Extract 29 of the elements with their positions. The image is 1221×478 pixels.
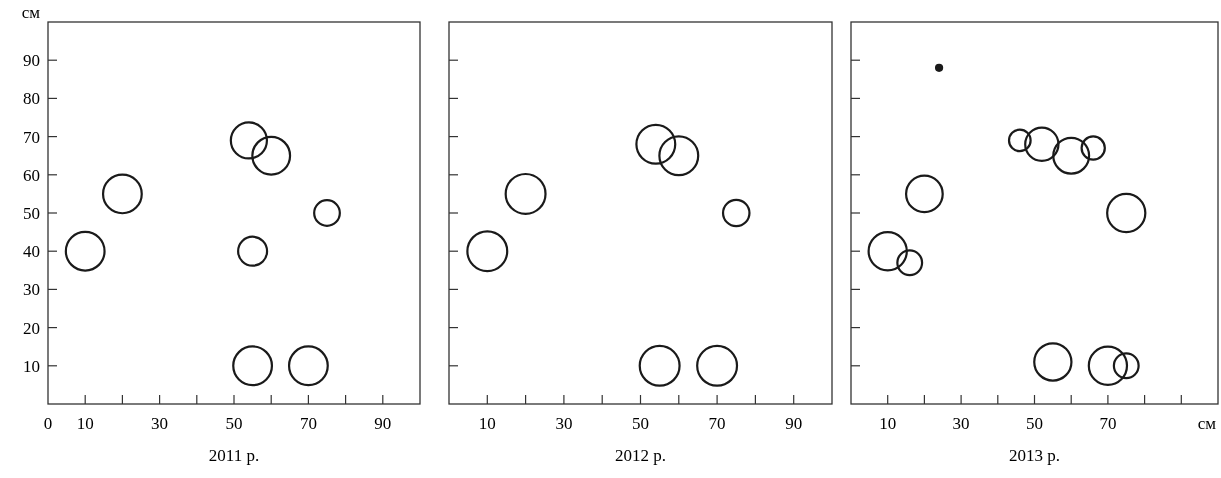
text: 2012 р. xyxy=(615,446,666,465)
x-tick-label: 30 xyxy=(555,414,573,433)
x-tick-label: 70 xyxy=(708,414,726,433)
y-tick-label: 90 xyxy=(23,51,40,71)
y-tick-label: 10 xyxy=(23,356,40,376)
x-axis-title: см xyxy=(1197,414,1217,433)
x-tick-label: 30 xyxy=(151,414,169,433)
x-tick-label: 30 xyxy=(952,414,970,433)
x-tick-label: 10 xyxy=(879,414,897,433)
x-tick-label: 70 xyxy=(299,414,317,433)
y-tick-label: 60 xyxy=(23,165,40,185)
x-tick-label: 50 xyxy=(632,414,649,433)
y-tick-label: 80 xyxy=(23,89,40,109)
x-tick-label: 50 xyxy=(225,414,243,433)
x-tick-label: 70 xyxy=(1099,414,1117,433)
text: 2011 р. xyxy=(208,446,260,465)
x-tick-label: 50 xyxy=(1026,414,1043,433)
x-tick-label: 0 xyxy=(43,414,53,433)
y-tick-label: 40 xyxy=(23,242,40,262)
y-tick-label: 70 xyxy=(23,127,40,147)
x-tick-label: 90 xyxy=(785,414,803,433)
text: 2013 р. xyxy=(1009,446,1060,465)
y-axis-title: см xyxy=(21,3,41,22)
x-tick-label: 90 xyxy=(374,414,392,433)
y-tick-label: 30 xyxy=(23,280,40,300)
x-tick-label: 10 xyxy=(478,414,496,433)
y-tick-label: 20 xyxy=(23,318,40,338)
x-tick-label: 10 xyxy=(76,414,94,433)
y-tick-label: 50 xyxy=(23,204,40,223)
